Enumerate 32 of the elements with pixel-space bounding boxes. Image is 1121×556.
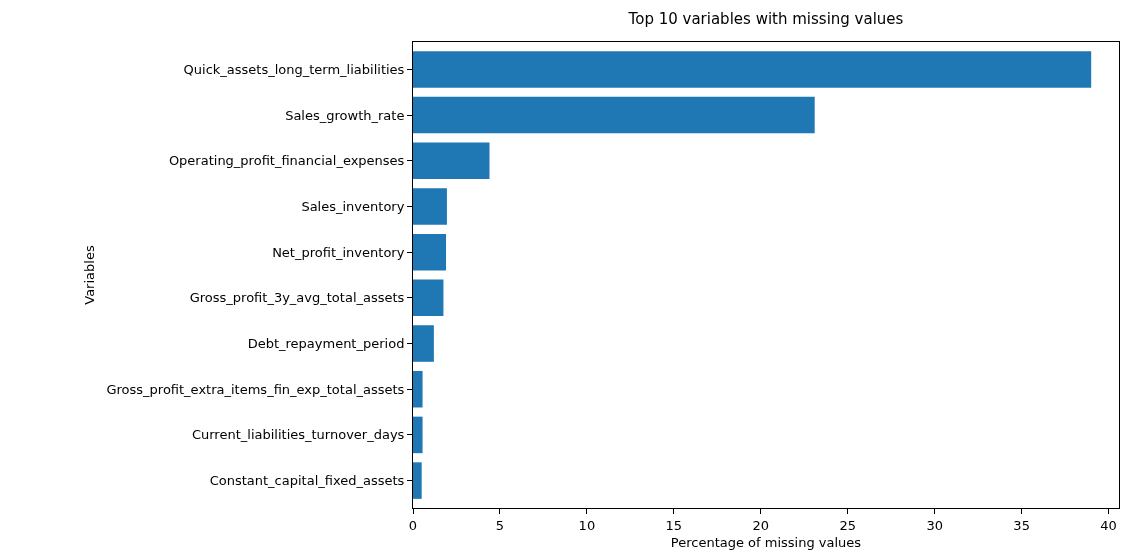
y-tick-label: Current_liabilities_turnover_days bbox=[191, 427, 405, 443]
x-tick-label: 15 bbox=[665, 517, 683, 533]
x-tick-label: 0 bbox=[408, 517, 418, 533]
bar bbox=[413, 462, 422, 499]
y-tick-label: Constant_capital_fixed_assets bbox=[209, 473, 405, 489]
y-tick-label: Net_profit_inventory bbox=[272, 244, 405, 260]
x-tick-label: 25 bbox=[839, 517, 856, 533]
y-tick-label: Debt_repayment_period bbox=[247, 336, 405, 352]
x-tick-label: 40 bbox=[1100, 517, 1117, 533]
x-tick-label: 30 bbox=[926, 517, 943, 533]
x-tick-label: 35 bbox=[1013, 517, 1030, 533]
bar bbox=[413, 279, 444, 317]
y-tick-label: Gross_profit_3y_avg_total_assets bbox=[189, 290, 405, 306]
y-tick-label: Operating_profit_financial_expenses bbox=[168, 153, 405, 169]
x-tick-label: 20 bbox=[752, 517, 770, 533]
x-tick-label: 10 bbox=[578, 517, 596, 533]
bar bbox=[413, 233, 447, 271]
y-axis-title: Variables bbox=[82, 245, 98, 305]
y-tick-label: Sales_growth_rate bbox=[285, 107, 405, 123]
bar bbox=[413, 96, 815, 134]
x-axis-title: Percentage of missing values bbox=[670, 535, 862, 551]
bar bbox=[413, 188, 447, 225]
x-tick-label: 5 bbox=[495, 517, 505, 533]
bar bbox=[413, 325, 434, 362]
y-tick-label: Gross_profit_extra_items_fin_exp_total_assets bbox=[106, 381, 405, 397]
bar bbox=[413, 51, 1092, 88]
chart-title: Top 10 variables with missing values bbox=[627, 10, 904, 29]
y-tick-label: Sales_inventory bbox=[301, 199, 405, 215]
bar bbox=[413, 142, 490, 180]
bar bbox=[413, 370, 423, 408]
bar bbox=[413, 416, 423, 454]
y-tick-label: Quick_assets_long_term_liabilities bbox=[183, 61, 405, 77]
